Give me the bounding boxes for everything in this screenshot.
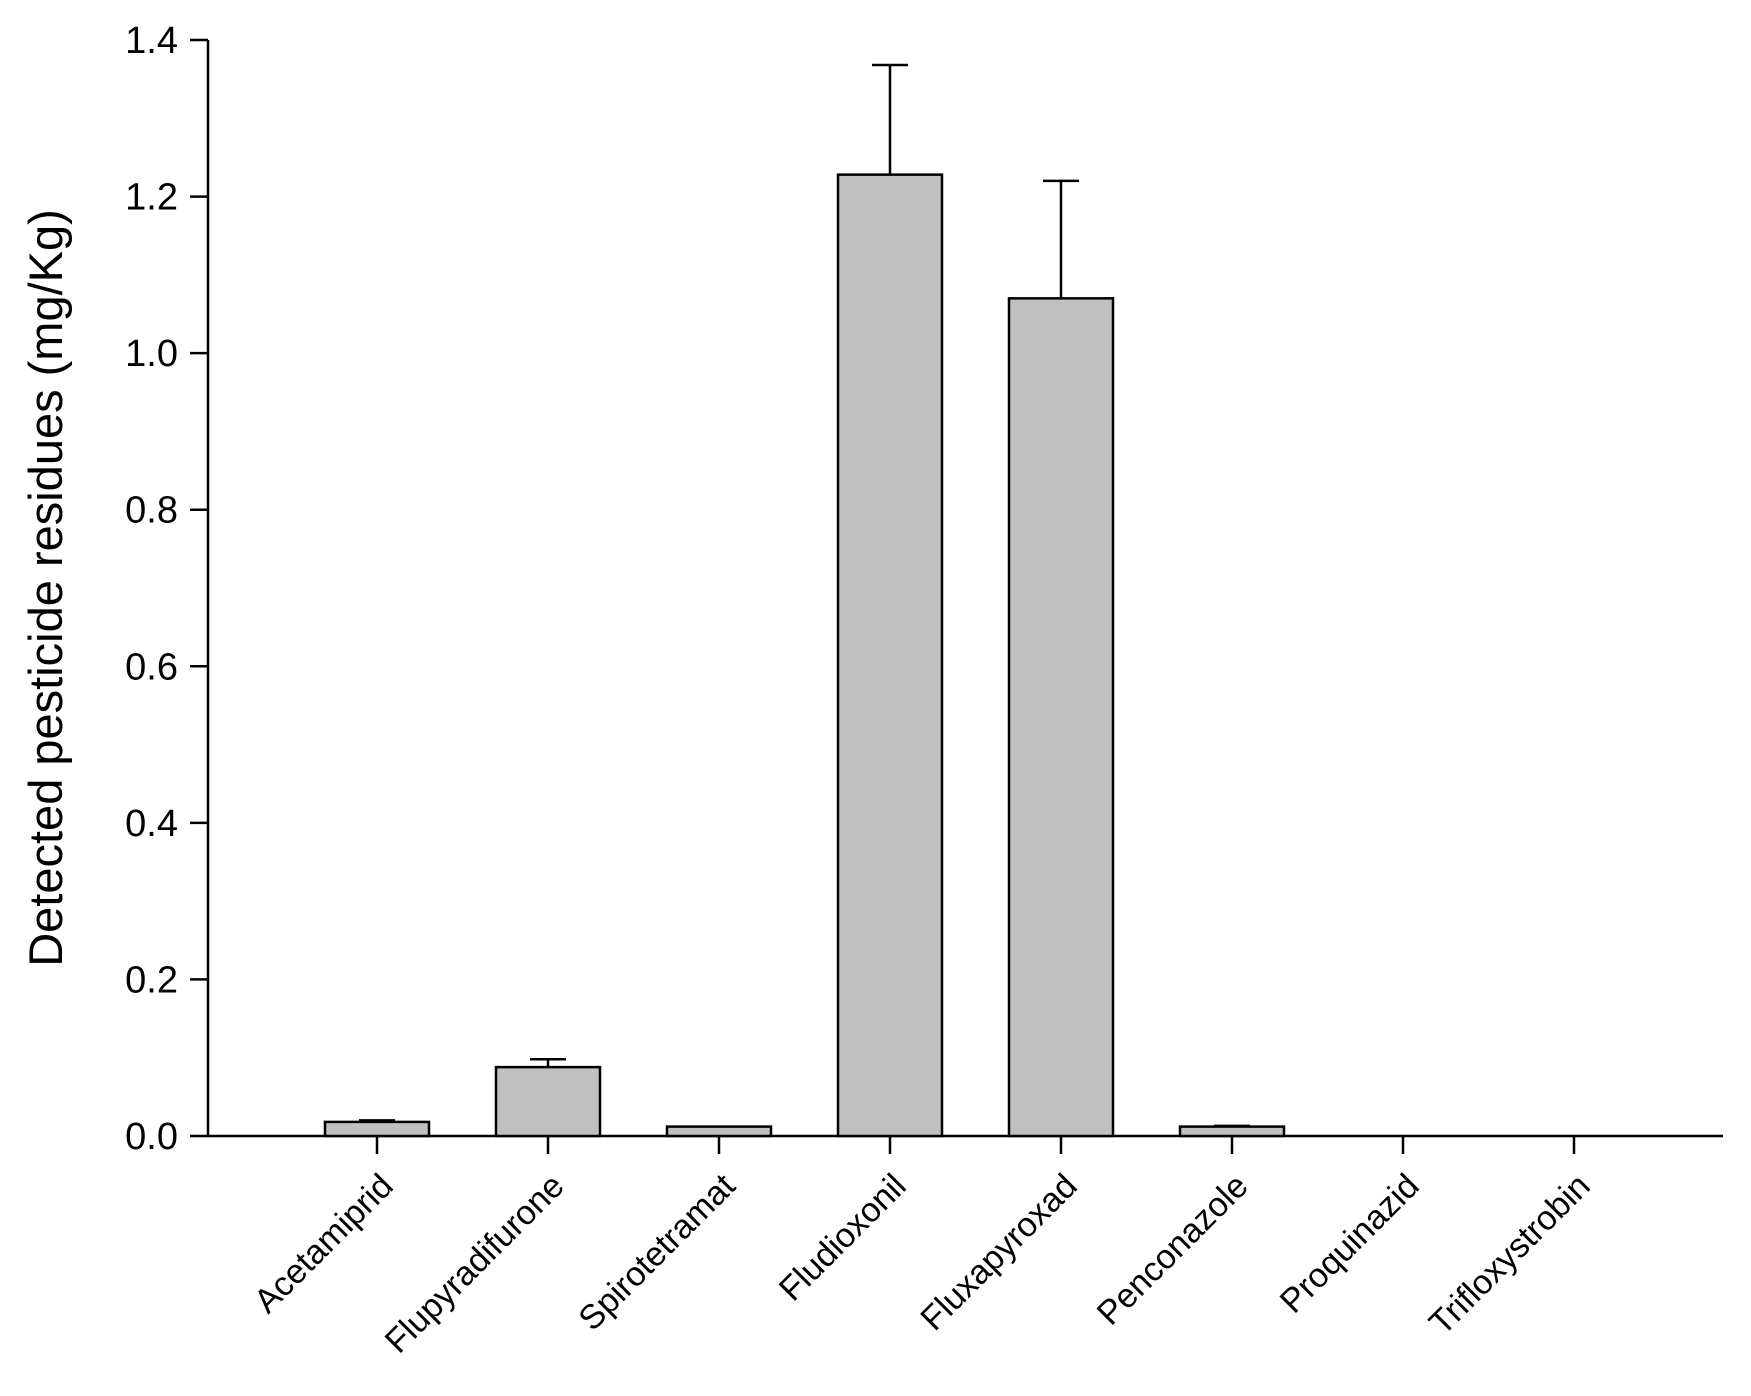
y-tick-label: 0.2 <box>125 959 178 1001</box>
x-category-label: Penconazole <box>1090 1167 1256 1333</box>
bar <box>1007 297 1115 1138</box>
bar <box>494 1065 602 1138</box>
x-category-label: Acetamiprid <box>247 1167 401 1321</box>
y-tick-label: 0.6 <box>125 646 178 688</box>
y-tick-label: 0.0 <box>125 1116 178 1158</box>
y-tick-label: 0.4 <box>125 803 178 845</box>
bar <box>1178 1125 1286 1138</box>
y-axis-title: Detected pesticide residues (mg/Kg) <box>19 209 72 967</box>
x-category-label: Proquinazid <box>1273 1167 1427 1321</box>
bar <box>323 1120 431 1138</box>
bar <box>836 173 944 1138</box>
y-tick-label: 0.8 <box>125 490 178 532</box>
bars <box>323 173 1286 1138</box>
y-axis-ticks: 0.0 0.2 0.4 0.6 0.8 1.0 1.2 1.4 <box>125 20 208 1158</box>
x-category-label: Fludioxonil <box>772 1167 914 1309</box>
y-tick-label: 1.0 <box>125 333 178 375</box>
y-tick-label: 1.2 <box>125 177 178 219</box>
x-category-label: Trifloxystrobin <box>1422 1167 1598 1343</box>
x-category-label: Fluxapyroxad <box>913 1167 1084 1338</box>
x-category-label: Spirotetramat <box>571 1166 743 1338</box>
error-bars <box>359 63 1250 1128</box>
y-tick-label: 1.4 <box>125 20 178 62</box>
x-category-label: Flupyradifurone <box>378 1167 572 1361</box>
axes <box>206 40 1723 1138</box>
bar <box>665 1125 773 1138</box>
